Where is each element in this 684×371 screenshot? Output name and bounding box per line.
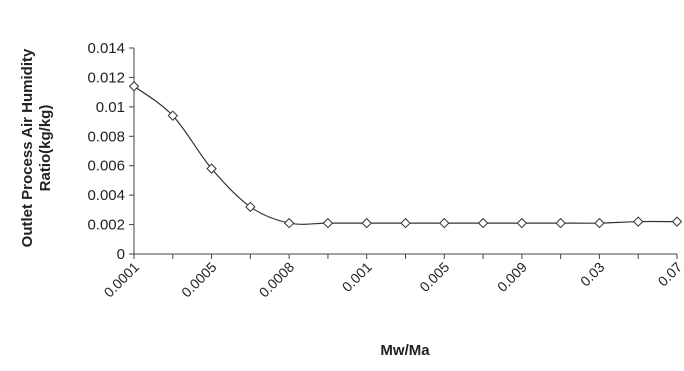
y-axis-title-line1: Outlet Process Air Humidity (19, 48, 36, 247)
y-tick-label: 0.002 (87, 217, 125, 234)
x-tick-label: 0.03 (577, 259, 608, 290)
y-axis-title: Outlet Process Air Humidity Ratio(kg/kg) (19, 48, 54, 247)
data-point-marker (477, 217, 489, 229)
y-ticks: 0 0.002 0.004 0.006 0.008 0.01 0.012 0.014 (87, 40, 134, 263)
data-point-marker (671, 216, 683, 227)
x-axis-title: Mw/Ma (380, 342, 430, 359)
x-tick-label: 0.0008 (256, 259, 298, 301)
data-point-marker (516, 217, 528, 229)
y-tick-label: 0.004 (87, 187, 125, 204)
data-point-marker (633, 216, 644, 227)
data-point-marker (400, 217, 411, 229)
y-tick-label: 0.006 (87, 158, 125, 175)
x-ticks: 0.0001 0.0005 0.0008 0.001 0.005 0.009 0.03 0.0… (101, 254, 684, 300)
y-tick-label: 0.014 (87, 40, 125, 57)
y-tick-label: 0 (117, 246, 125, 263)
data-point-marker (128, 81, 140, 92)
x-tick-label: 0.0005 (178, 259, 220, 301)
data-point-marker (555, 217, 566, 229)
data-point-marker (322, 217, 334, 229)
data-point-marker (594, 217, 605, 229)
x-tick-label: 0.0001 (101, 259, 143, 301)
y-axis-title-line2: Ratio(kg/kg) (37, 105, 54, 192)
series-markers (128, 81, 683, 229)
data-point-marker (283, 217, 295, 229)
y-tick-label: 0.012 (87, 69, 125, 86)
x-tick-label: 0.009 (494, 259, 530, 295)
y-tick-label: 0.008 (87, 128, 125, 145)
data-point-marker (245, 201, 256, 213)
data-point-marker (439, 217, 450, 229)
x-tick-label: 0.001 (339, 259, 375, 295)
x-tick-label: 0.005 (416, 259, 452, 295)
data-point-marker (206, 163, 217, 174)
data-point-marker (361, 217, 372, 229)
x-tick-label: 0.07 (655, 259, 684, 290)
data-point-marker (167, 110, 178, 121)
y-tick-label: 0.01 (96, 99, 125, 116)
series-line (133, 85, 678, 225)
